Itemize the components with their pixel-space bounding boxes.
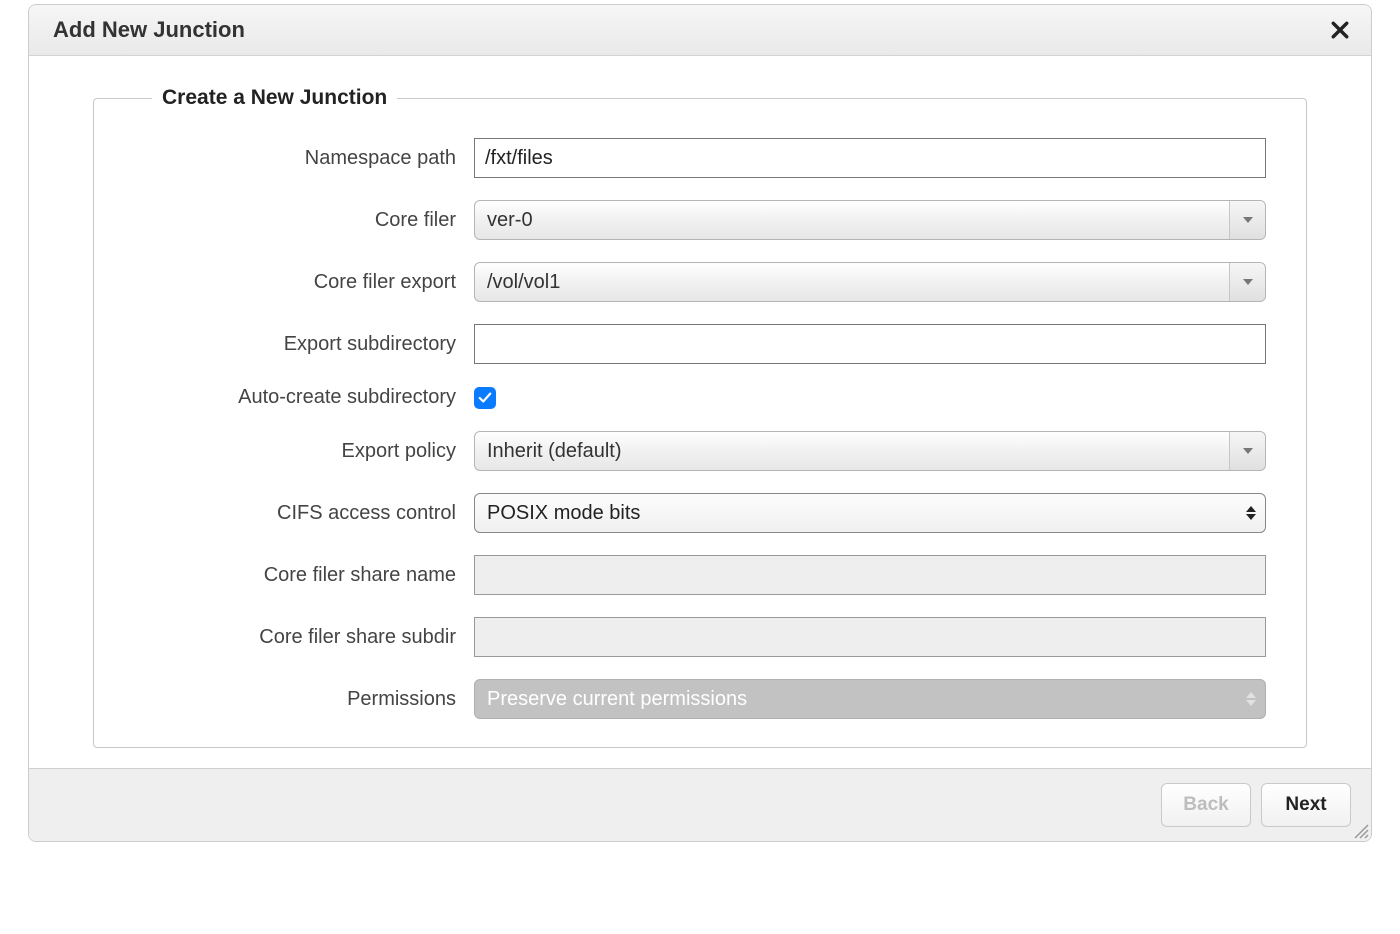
dialog-body: Create a New Junction Namespace path Cor…: [29, 56, 1371, 768]
checkmark-icon: [478, 391, 492, 405]
label-core-filer-share-name: Core filer share name: [134, 564, 474, 587]
chevron-down-icon: [1229, 201, 1265, 239]
checkbox-auto-create-subdir[interactable]: [474, 387, 496, 409]
label-auto-create-subdir: Auto-create subdirectory: [134, 386, 474, 409]
select-cifs-access-control[interactable]: POSIX mode bits: [474, 493, 1266, 533]
label-core-filer-share-subdir: Core filer share subdir: [134, 626, 474, 649]
row-export-subdirectory: Export subdirectory: [134, 324, 1266, 364]
select-core-filer-export-value: /vol/vol1: [487, 271, 560, 294]
row-core-filer-share-subdir: Core filer share subdir: [134, 617, 1266, 657]
input-namespace-path[interactable]: [474, 138, 1266, 178]
select-export-policy[interactable]: Inherit (default): [474, 431, 1266, 471]
row-cifs-access-control: CIFS access control POSIX mode bits: [134, 493, 1266, 533]
select-export-policy-value: Inherit (default): [487, 440, 622, 463]
resize-grip-icon[interactable]: [1351, 821, 1369, 839]
input-export-subdirectory[interactable]: [474, 324, 1266, 364]
row-core-filer-share-name: Core filer share name: [134, 555, 1266, 595]
select-core-filer[interactable]: ver-0: [474, 200, 1266, 240]
row-core-filer: Core filer ver-0: [134, 200, 1266, 240]
row-namespace-path: Namespace path: [134, 138, 1266, 178]
chevron-down-icon: [1229, 263, 1265, 301]
dialog-footer: Back Next: [29, 768, 1371, 841]
chevron-down-icon: [1229, 432, 1265, 470]
input-core-filer-share-subdir: [474, 617, 1266, 657]
fieldset-legend: Create a New Junction: [152, 86, 397, 110]
row-export-policy: Export policy Inherit (default): [134, 431, 1266, 471]
label-export-policy: Export policy: [134, 440, 474, 463]
select-core-filer-value: ver-0: [487, 209, 533, 232]
label-export-subdirectory: Export subdirectory: [134, 333, 474, 356]
dialog-title: Add New Junction: [53, 17, 245, 43]
close-icon[interactable]: [1329, 17, 1351, 43]
label-core-filer: Core filer: [134, 209, 474, 232]
row-core-filer-export: Core filer export /vol/vol1: [134, 262, 1266, 302]
dialog: Add New Junction Create a New Junction N…: [28, 4, 1372, 842]
row-permissions: Permissions Preserve current permissions: [134, 679, 1266, 719]
next-button[interactable]: Next: [1261, 783, 1351, 827]
label-permissions: Permissions: [134, 688, 474, 711]
label-cifs-access-control: CIFS access control: [134, 502, 474, 525]
label-namespace-path: Namespace path: [134, 147, 474, 170]
back-button: Back: [1161, 783, 1251, 827]
row-auto-create-subdir: Auto-create subdirectory: [134, 386, 1266, 409]
select-permissions: Preserve current permissions: [474, 679, 1266, 719]
select-core-filer-export[interactable]: /vol/vol1: [474, 262, 1266, 302]
fieldset-create-junction: Create a New Junction Namespace path Cor…: [93, 86, 1307, 748]
dialog-header: Add New Junction: [29, 5, 1371, 56]
input-core-filer-share-name: [474, 555, 1266, 595]
label-core-filer-export: Core filer export: [134, 271, 474, 294]
